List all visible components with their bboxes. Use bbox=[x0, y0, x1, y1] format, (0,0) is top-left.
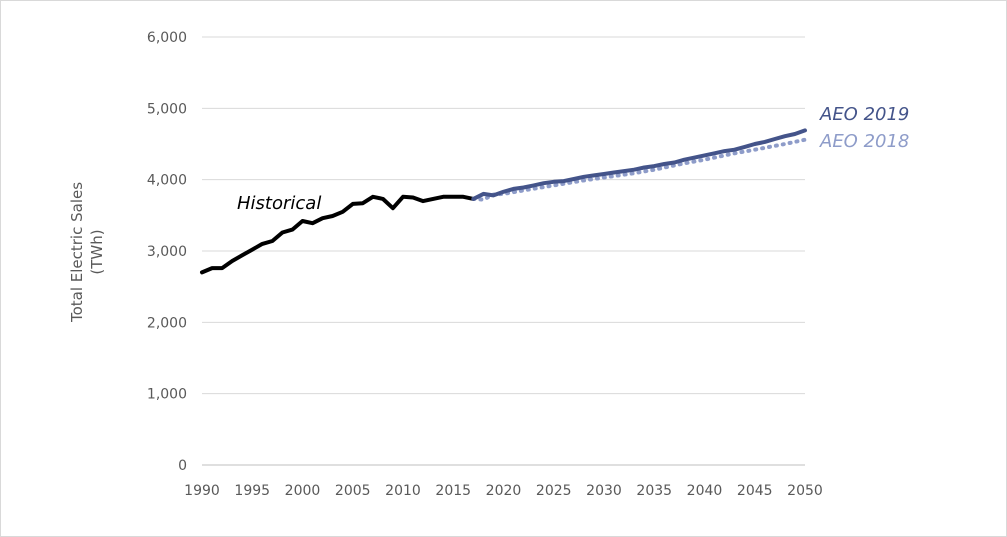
y-tick-label: 0 bbox=[178, 458, 187, 474]
x-tick-label: 2050 bbox=[787, 483, 823, 499]
series-line-aeo-2019 bbox=[471, 128, 807, 201]
y-tick-label: 4,000 bbox=[147, 173, 187, 189]
aeo-2018-label: AEO 2018 bbox=[819, 131, 909, 152]
y-axis-label-line2: (TWh) bbox=[88, 229, 106, 274]
x-tick-label: 2005 bbox=[335, 483, 371, 499]
x-tick-label: 2000 bbox=[285, 483, 321, 499]
x-tick-label: 2035 bbox=[636, 483, 672, 499]
aeo-2019-label: AEO 2019 bbox=[819, 104, 909, 125]
x-tick-labels: 1990 1995 2000 2005 2010 2015 2020 2025 2030 2035… bbox=[184, 483, 823, 499]
x-tick-label: 2045 bbox=[737, 483, 773, 499]
historical-label: Historical bbox=[237, 193, 321, 214]
y-tick-label: 1,000 bbox=[147, 387, 187, 403]
y-tick-labels: 0 1,000 2,000 3,000 4,000 5,000 6,000 bbox=[147, 30, 187, 474]
y-tick-label: 3,000 bbox=[147, 244, 187, 260]
x-tick-label: 2025 bbox=[536, 483, 572, 499]
series-line-historical bbox=[200, 194, 476, 275]
gridlines bbox=[202, 36, 805, 466]
series-lines bbox=[200, 128, 807, 275]
y-tick-label: 6,000 bbox=[147, 30, 187, 46]
x-tick-label: 2010 bbox=[385, 483, 421, 499]
x-tick-label: 2020 bbox=[486, 483, 522, 499]
x-tick-label: 1990 bbox=[184, 483, 220, 499]
y-tick-label: 5,000 bbox=[147, 101, 187, 117]
x-tick-label: 2040 bbox=[687, 483, 723, 499]
y-tick-label: 2,000 bbox=[147, 315, 187, 331]
x-tick-label: 2015 bbox=[435, 483, 471, 499]
x-tick-label: 2030 bbox=[586, 483, 622, 499]
x-tick-label: 1995 bbox=[234, 483, 270, 499]
y-axis-label-line1: Total Electric Sales bbox=[68, 182, 86, 323]
